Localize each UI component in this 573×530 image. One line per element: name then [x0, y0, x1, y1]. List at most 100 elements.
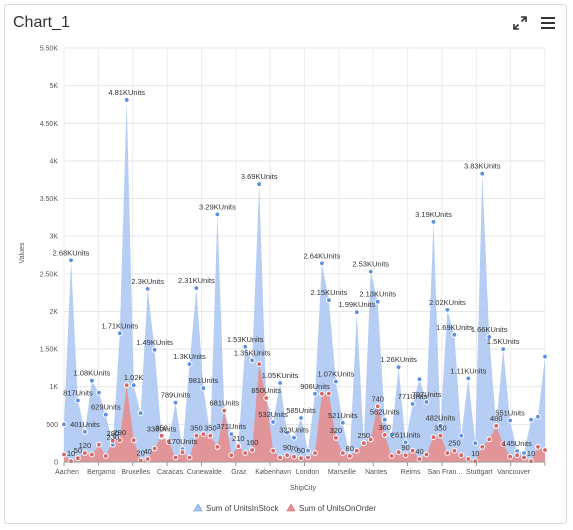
data-point[interactable] [402, 439, 409, 446]
data-point[interactable] [486, 334, 493, 340]
data-point[interactable] [451, 331, 458, 338]
data-point[interactable] [109, 438, 116, 444]
data-point[interactable] [423, 451, 430, 458]
data-point[interactable] [123, 97, 130, 103]
data-point[interactable] [312, 390, 318, 397]
data-point[interactable] [68, 257, 74, 264]
series-area-1[interactable] [64, 364, 545, 462]
data-point[interactable] [186, 454, 193, 461]
data-point[interactable] [388, 453, 395, 459]
data-point[interactable] [339, 419, 346, 426]
legend-item-units-on-order[interactable]: Sum of UnitsOnOrder [286, 503, 376, 513]
data-point[interactable] [298, 455, 304, 462]
data-point[interactable] [228, 431, 235, 438]
data-point[interactable] [458, 452, 465, 459]
data-point[interactable] [284, 452, 291, 459]
data-point[interactable] [291, 434, 297, 441]
data-point[interactable] [312, 450, 318, 456]
data-point[interactable] [430, 219, 437, 225]
data-point[interactable] [82, 428, 88, 435]
data-point[interactable] [542, 447, 548, 453]
data-point[interactable] [200, 385, 207, 392]
data-point[interactable] [333, 378, 339, 385]
data-point[interactable] [437, 422, 444, 429]
data-point[interactable] [137, 410, 144, 417]
data-point[interactable] [500, 346, 507, 353]
data-point[interactable] [374, 298, 381, 305]
data-point[interactable] [116, 437, 123, 444]
data-point[interactable] [263, 395, 270, 401]
data-point[interactable] [416, 456, 423, 462]
data-point[interactable] [96, 441, 102, 448]
expand-icon[interactable] [512, 15, 528, 31]
data-point[interactable] [89, 377, 95, 384]
data-point[interactable] [326, 297, 332, 304]
data-point[interactable] [409, 401, 416, 407]
data-point[interactable] [367, 436, 374, 443]
data-point[interactable] [451, 447, 458, 454]
data-point[interactable] [465, 375, 472, 382]
data-point[interactable] [521, 454, 527, 461]
data-point[interactable] [528, 458, 534, 465]
data-point[interactable] [465, 456, 472, 462]
data-point[interactable] [353, 309, 360, 316]
data-point[interactable] [430, 434, 437, 441]
data-point[interactable] [507, 453, 514, 460]
data-point[interactable] [102, 411, 109, 418]
data-point[interactable] [75, 455, 81, 462]
data-point[interactable] [528, 416, 534, 423]
data-point[interactable] [472, 440, 479, 447]
data-point[interactable] [158, 432, 165, 439]
data-point[interactable] [423, 399, 430, 405]
data-point[interactable] [479, 170, 486, 177]
data-point[interactable] [374, 403, 381, 410]
data-point[interactable] [68, 458, 74, 465]
data-point[interactable] [305, 454, 311, 461]
data-point[interactable] [395, 449, 402, 456]
data-point[interactable] [444, 307, 451, 313]
data-point[interactable] [339, 450, 346, 456]
data-point[interactable] [179, 449, 186, 456]
data-point[interactable] [409, 447, 416, 454]
data-point[interactable] [193, 432, 200, 439]
data-point[interactable] [144, 456, 151, 462]
data-point[interactable] [228, 452, 235, 459]
data-point[interactable] [214, 211, 221, 218]
data-point[interactable] [493, 423, 500, 429]
data-point[interactable] [291, 453, 297, 460]
data-point[interactable] [298, 415, 304, 421]
data-point[interactable] [61, 451, 67, 458]
data-point[interactable] [89, 451, 95, 458]
data-point[interactable] [151, 346, 158, 353]
data-point[interactable] [256, 361, 263, 368]
legend-item-units-in-stock[interactable]: Sum of UnitsInStock [193, 503, 279, 513]
data-point[interactable] [319, 260, 325, 267]
data-point[interactable] [193, 285, 200, 292]
data-point[interactable] [172, 399, 179, 406]
data-point[interactable] [235, 443, 242, 450]
data-point[interactable] [486, 436, 493, 443]
data-point[interactable] [402, 452, 409, 459]
data-point[interactable] [535, 444, 541, 450]
data-point[interactable] [542, 353, 548, 360]
data-point[interactable] [270, 419, 277, 425]
data-point[interactable] [207, 432, 214, 439]
data-point[interactable] [277, 380, 284, 386]
data-point[interactable] [75, 397, 81, 404]
data-point[interactable] [96, 389, 102, 396]
data-point[interactable] [437, 432, 444, 439]
data-point[interactable] [353, 447, 360, 454]
data-point[interactable] [305, 447, 311, 454]
data-point[interactable] [82, 450, 88, 456]
data-point[interactable] [514, 452, 520, 459]
data-point[interactable] [507, 417, 514, 424]
data-point[interactable] [249, 447, 256, 453]
data-point[interactable] [130, 382, 137, 389]
data-point[interactable] [200, 431, 207, 438]
data-point[interactable] [360, 440, 367, 447]
data-point[interactable] [165, 438, 172, 445]
data-point[interactable] [61, 421, 67, 428]
data-point[interactable] [221, 407, 228, 414]
data-point[interactable] [130, 437, 137, 444]
data-point[interactable] [319, 390, 325, 397]
